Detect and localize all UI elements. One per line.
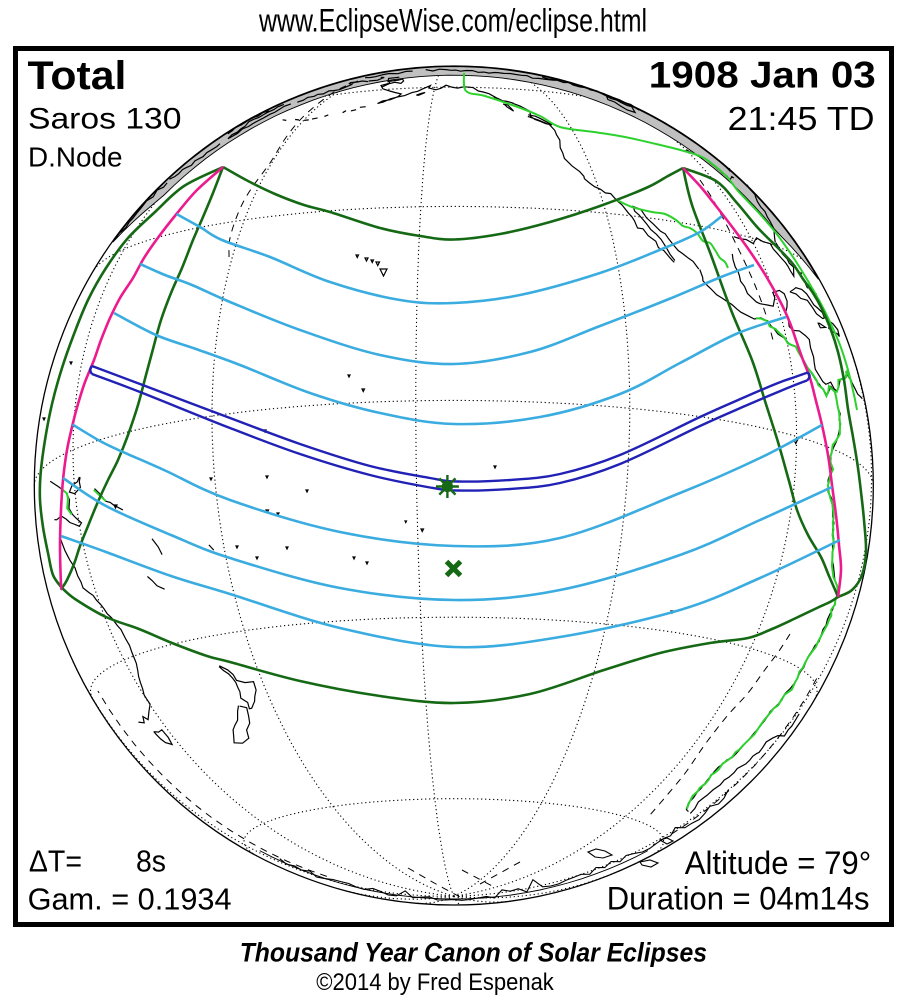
svg-text:ΔT=: ΔT= [29,844,82,879]
svg-text:©2014 by Fred Espenak: ©2014 by Fred Espenak [316,969,554,996]
svg-text:Altitude = 79°: Altitude = 79° [685,845,872,881]
svg-text:D.Node: D.Node [28,141,123,172]
svg-text:www.EclipseWise.com/eclipse.ht: www.EclipseWise.com/eclipse.html [258,2,647,38]
svg-text:1908 Jan 03: 1908 Jan 03 [649,54,876,96]
svg-text:Saros 130: Saros 130 [28,102,182,135]
svg-text:Total: Total [28,54,127,98]
svg-text:21:45 TD: 21:45 TD [728,100,875,137]
svg-text:8s: 8s [136,844,166,879]
svg-text:Gam. = 0.1934: Gam. = 0.1934 [28,882,232,917]
svg-text:Thousand Year Canon of Solar E: Thousand Year Canon of Solar Eclipses [240,938,707,968]
svg-text:Duration = 04m14s: Duration = 04m14s [607,881,870,917]
